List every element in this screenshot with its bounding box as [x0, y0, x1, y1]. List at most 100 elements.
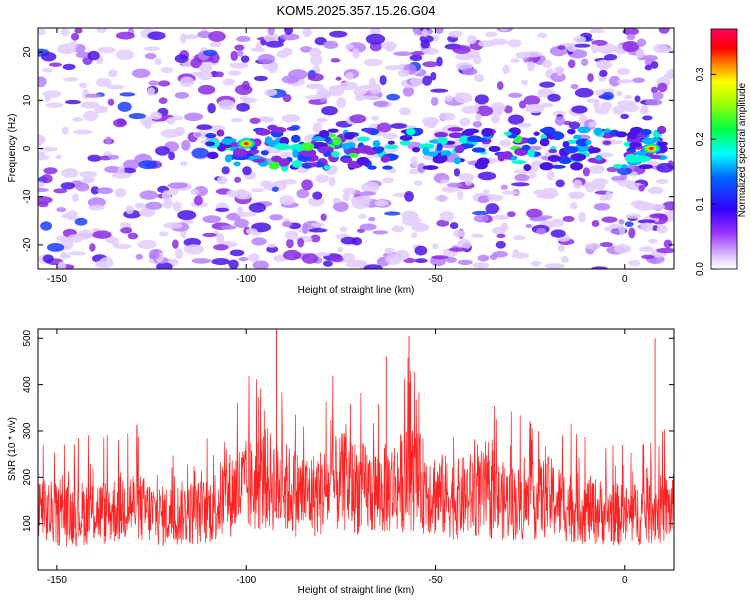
heatmap-cell — [43, 167, 58, 175]
heatmap-cell — [297, 237, 305, 248]
heatmap-cell — [512, 249, 519, 257]
heatmap-cell — [544, 263, 565, 269]
heatmap-cell — [572, 36, 587, 43]
heatmap-cell — [143, 46, 161, 51]
snr-x-tick-label: 0 — [622, 575, 628, 586]
heatmap-cell — [181, 219, 194, 224]
heatmap-cell — [421, 116, 440, 126]
heatmap-cell — [439, 211, 455, 222]
heatmap-cell — [215, 207, 230, 212]
heatmap-cell — [533, 189, 546, 196]
heatmap-cell — [492, 250, 508, 258]
heatmap-ridge-cell — [488, 145, 501, 153]
heatmap-cell — [626, 33, 636, 41]
heatmap-cell — [85, 93, 102, 98]
heatmap-cell — [318, 90, 332, 96]
heatmap-cell — [117, 101, 132, 112]
heatmap-cell — [527, 61, 536, 72]
heatmap-cell — [422, 61, 439, 68]
heatmap-cell — [230, 117, 243, 123]
heatmap-ridge-cell — [585, 139, 592, 146]
heatmap-cell — [557, 45, 566, 50]
heatmap-cell — [139, 190, 159, 200]
heatmap-cell — [267, 28, 275, 36]
heatmap-cell — [290, 124, 301, 131]
heatmap-cell — [68, 251, 87, 256]
heatmap-cell — [337, 247, 344, 253]
heatmap-cell — [81, 177, 95, 184]
heatmap-cell — [239, 95, 249, 102]
heatmap-cell — [301, 223, 309, 235]
heatmap-cell — [397, 69, 410, 77]
heatmap-ridge-cell — [453, 157, 462, 165]
heatmap-cell — [441, 186, 459, 193]
heatmap-cell — [345, 72, 354, 81]
heatmap-cell — [330, 58, 341, 63]
heatmap-cell — [312, 122, 323, 133]
heatmap-cell — [359, 223, 377, 231]
heatmap-ridge-cell — [291, 160, 303, 168]
heatmap-cell — [518, 100, 527, 109]
heatmap-cell — [434, 195, 449, 202]
heatmap-cell — [72, 193, 79, 202]
heatmap-cell — [484, 31, 498, 38]
heatmap-ridge-cell — [467, 135, 482, 143]
heatmap-ridge-cell — [418, 143, 435, 150]
heatmap-cell — [174, 91, 190, 99]
heatmap-cell — [616, 79, 634, 84]
heatmap-cell — [301, 253, 319, 264]
heatmap-cell — [650, 60, 659, 69]
heatmap-cell — [38, 181, 45, 188]
heatmap-cell — [336, 97, 347, 109]
heatmap-cell — [506, 211, 516, 218]
heatmap-cell — [315, 174, 330, 183]
heatmap-ridge-cell — [539, 127, 556, 134]
heatmap-ridge-cell — [523, 164, 532, 172]
heatmap-cell — [440, 179, 450, 184]
heatmap-ridge-cell — [449, 132, 463, 138]
heatmap-y-axis-label: Frequency (Hz) — [7, 114, 18, 183]
heatmap-cell — [248, 253, 260, 262]
heatmap-cell — [214, 71, 224, 78]
heatmap-cell — [74, 217, 88, 226]
heatmap-cell — [168, 186, 179, 196]
heatmap-cell — [92, 230, 112, 239]
heatmap-cell — [462, 67, 478, 76]
heatmap-cell — [108, 69, 118, 78]
heatmap-cell — [514, 173, 530, 182]
heatmap-cell — [647, 186, 664, 195]
heatmap-cell — [384, 247, 395, 255]
heatmap-cell — [41, 52, 57, 62]
heatmap-cell — [158, 231, 169, 237]
heatmap-cell — [555, 179, 565, 188]
heatmap-cell — [599, 69, 608, 77]
heatmap-cell — [653, 43, 668, 54]
heatmap-cell — [344, 43, 354, 50]
heatmap-cell — [430, 71, 437, 81]
heatmap-y-tick-label: 0 — [22, 145, 33, 151]
heatmap-cell — [197, 84, 216, 95]
heatmap-cell — [267, 62, 278, 74]
heatmap-cell — [496, 233, 506, 238]
heatmap-cell — [222, 78, 236, 86]
heatmap-cell — [634, 95, 641, 103]
heatmap-cell — [636, 38, 647, 47]
heatmap-cell — [38, 187, 49, 193]
heatmap-cell — [457, 259, 473, 266]
heatmap-ridge-cell — [255, 128, 271, 136]
heatmap-cell — [202, 49, 218, 57]
heatmap-cell — [390, 123, 408, 129]
snr-background — [38, 329, 674, 570]
heatmap-cell — [432, 34, 440, 42]
heatmap-cell — [455, 92, 465, 98]
heatmap-cell — [240, 55, 250, 63]
heatmap-ridge-cell — [548, 148, 558, 154]
heatmap-cell — [38, 76, 47, 88]
heatmap-cell — [135, 253, 144, 260]
heatmap-cell — [250, 188, 265, 193]
heatmap-cell — [384, 65, 403, 71]
heatmap-cell — [601, 216, 618, 223]
heatmap-cell — [650, 86, 658, 94]
heatmap-ridge-cell — [454, 145, 465, 154]
heatmap-ridge-cell — [367, 165, 377, 170]
